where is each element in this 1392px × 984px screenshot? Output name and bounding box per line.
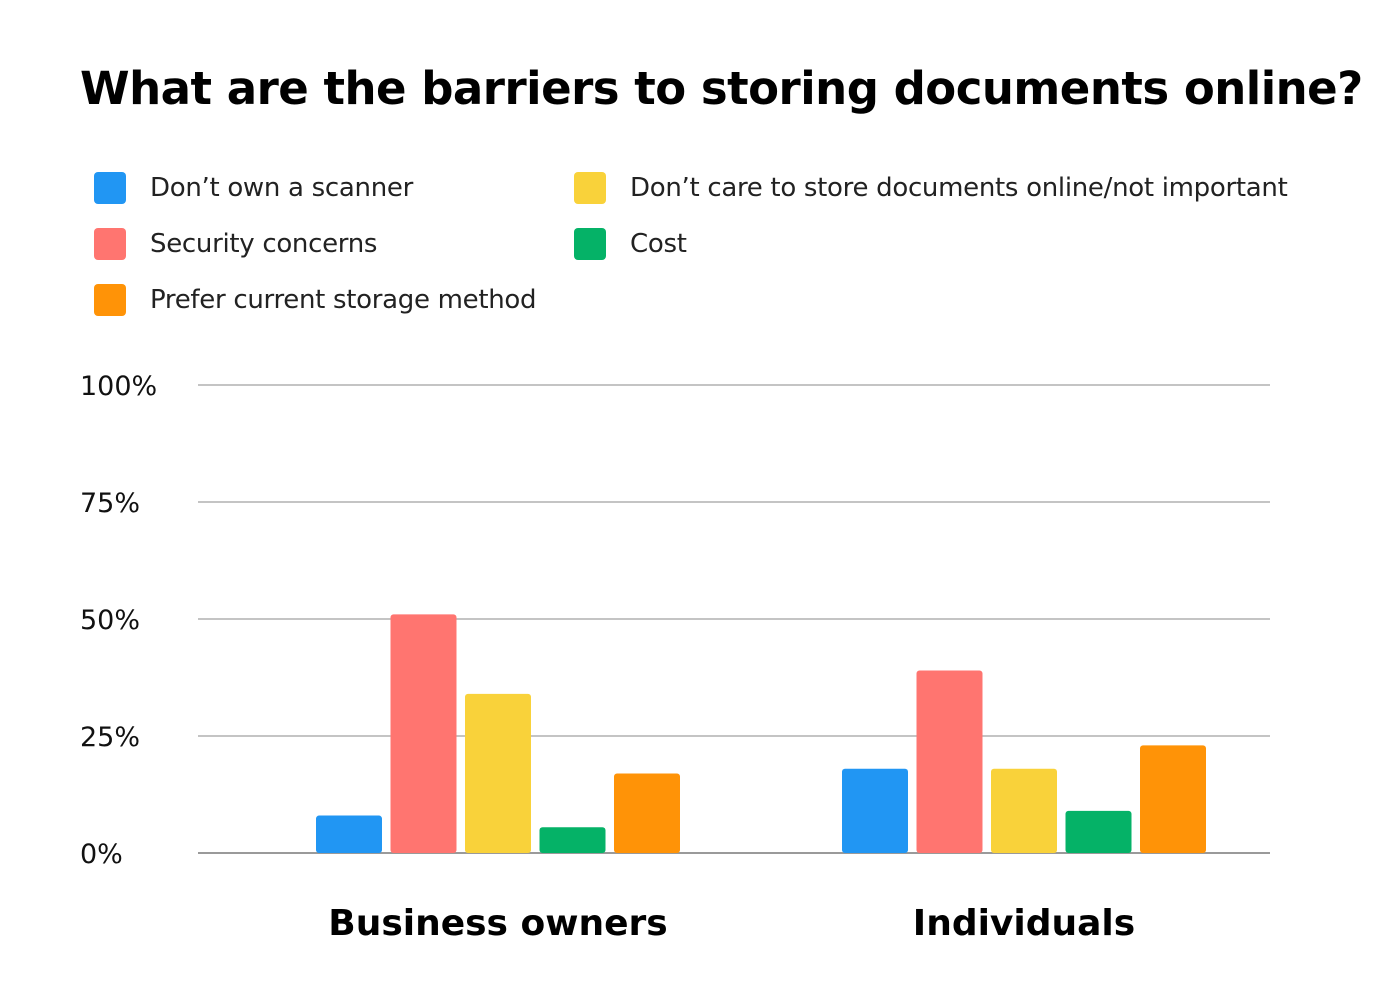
y-tick-label: 75% [80,488,140,519]
bar [1140,745,1206,853]
legend-label: Prefer current storage method [150,285,537,315]
legend-item-security-concerns: Security concerns [94,227,377,261]
legend-swatch [94,284,126,316]
bar [842,768,908,853]
legend-item-prefer-current: Prefer current storage method [94,283,537,317]
legend-swatch [574,172,606,204]
legend-item-dont-care: Don’t care to store documents online/not… [574,171,1288,205]
y-tick-label: 0% [80,839,123,870]
bar [1065,810,1132,853]
legend-swatch [94,228,126,260]
bar [614,773,680,853]
legend-swatch [94,172,126,204]
x-category-label: Individuals [913,903,1135,944]
y-tick-label: 50% [80,605,140,636]
bar [465,693,531,853]
chart-title: What are the barriers to storing documen… [80,62,1363,115]
x-category-label: Business owners [328,903,668,944]
bar [316,815,382,853]
legend-label: Don’t own a scanner [150,173,413,203]
legend-swatch [574,228,606,260]
y-tick-label: 25% [80,722,140,753]
legend-label: Don’t care to store documents online/not… [630,173,1288,203]
bar [991,768,1057,853]
bar [390,614,457,853]
legend-item-no-scanner: Don’t own a scanner [94,171,413,205]
legend-label: Cost [630,229,687,259]
bar [539,827,606,853]
legend-label: Security concerns [150,229,378,259]
bar [916,670,983,853]
y-tick-label: 100% [80,371,157,402]
legend-item-cost: Cost [574,227,687,261]
